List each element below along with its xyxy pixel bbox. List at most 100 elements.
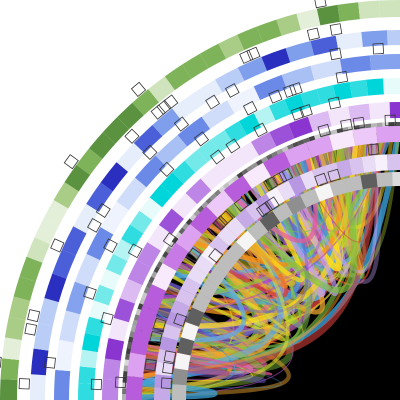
highlight-marker <box>209 149 226 165</box>
highlight-marker <box>162 362 175 375</box>
light-blue-cell <box>369 54 400 71</box>
outer-green-cell <box>8 296 31 321</box>
lavender-cell <box>175 288 196 307</box>
pink-violet-cell <box>127 352 146 378</box>
highlight-marker <box>246 46 261 61</box>
highlight-marker <box>367 143 380 156</box>
light-blue-cell <box>65 281 89 315</box>
outer-green-cell <box>19 256 43 282</box>
violet-cell <box>307 110 332 132</box>
highlight-marker <box>242 100 258 116</box>
cyan-cell <box>383 78 400 95</box>
light-blue-cell <box>55 339 75 372</box>
violet-cell <box>158 208 184 235</box>
light-blue-cell <box>155 134 188 166</box>
lavender-cell <box>186 266 208 285</box>
highlight-marker <box>278 168 294 183</box>
blue-cell <box>261 48 291 71</box>
grey-cell <box>272 202 293 223</box>
highlight-marker <box>335 70 349 84</box>
violet-cell <box>136 242 161 268</box>
cyan-cell <box>253 105 276 128</box>
cyan-cell <box>316 85 337 105</box>
highlight-marker <box>90 378 103 391</box>
grey-cell <box>180 322 199 342</box>
cyan-cell <box>78 366 96 384</box>
highlight-marker <box>272 170 288 186</box>
highlight-marker <box>283 84 297 98</box>
highlight-marker <box>150 104 166 120</box>
outer-green-cell <box>276 13 301 36</box>
chord-link <box>138 342 273 376</box>
chord-link <box>159 162 309 314</box>
grey-cell <box>172 368 189 386</box>
grey-cell <box>235 230 257 252</box>
outer-green-cell <box>34 218 59 245</box>
highlight-marker <box>208 248 224 264</box>
blue-cell <box>52 249 76 279</box>
highlight-marker <box>162 232 178 248</box>
outer-green-cell <box>358 0 380 20</box>
light-blue-cell <box>59 310 81 343</box>
lavender-cell <box>155 361 173 376</box>
highlight-marker <box>160 377 173 390</box>
grey-cell <box>172 384 187 400</box>
outer-green-cell <box>296 8 321 31</box>
highlight-marker <box>306 27 320 41</box>
highlight-marker <box>0 356 2 368</box>
blue-cell <box>285 40 315 63</box>
outer-green-cell <box>256 19 282 43</box>
chord-link <box>180 142 333 281</box>
highlight-marker <box>263 176 279 192</box>
lavender-cell <box>288 175 307 196</box>
cyan-cell <box>81 333 101 353</box>
cyan-cell <box>224 121 247 144</box>
cyan-cell <box>129 210 153 234</box>
highlight-marker <box>299 104 313 118</box>
lavender-cell <box>217 226 238 247</box>
highlight-marker <box>314 172 329 187</box>
outer-green-cell <box>218 34 245 59</box>
highlight-marker <box>317 123 331 138</box>
grey-cell <box>174 352 191 371</box>
outer-green-cell <box>2 337 22 360</box>
blue-cell <box>193 79 223 106</box>
blue-cell <box>86 182 113 212</box>
blue-cell <box>172 93 202 121</box>
pink-violet-cell <box>190 206 218 235</box>
violet-cell <box>269 123 295 147</box>
outer-green-cell <box>0 358 20 380</box>
cyan-cell <box>149 184 173 208</box>
highlight-marker <box>103 238 118 254</box>
lavender-cell <box>387 154 400 171</box>
cyan-cell <box>172 160 196 184</box>
highlight-marker <box>149 330 163 345</box>
pink-violet-cell <box>135 306 158 334</box>
grey-cell <box>286 195 307 215</box>
outer-green-cell <box>43 200 69 227</box>
pink-violet-cell <box>162 242 189 271</box>
lavender-cell <box>170 299 190 318</box>
highlight-marker <box>289 82 303 96</box>
violet-cell <box>113 298 136 323</box>
light-blue-cell <box>227 86 261 114</box>
blue-cell <box>133 125 163 154</box>
outer-green-cell <box>379 0 400 18</box>
outer-green-cell <box>0 379 18 400</box>
violet-cell <box>216 152 243 178</box>
cyan-cell <box>78 383 95 400</box>
lavender-cell <box>208 235 230 256</box>
violet-cell <box>147 224 172 251</box>
grey-cell <box>225 241 247 263</box>
violet-cell <box>288 116 313 139</box>
violet-cell <box>233 141 259 167</box>
light-blue-cell <box>86 227 114 261</box>
violet-cell <box>251 132 277 156</box>
chord-link <box>274 135 378 274</box>
pink-violet-cell <box>352 127 378 146</box>
violet-cell <box>368 102 391 120</box>
pink-violet-cell <box>206 190 235 218</box>
pink-violet-cell <box>151 263 177 291</box>
highlight-marker <box>352 116 366 130</box>
